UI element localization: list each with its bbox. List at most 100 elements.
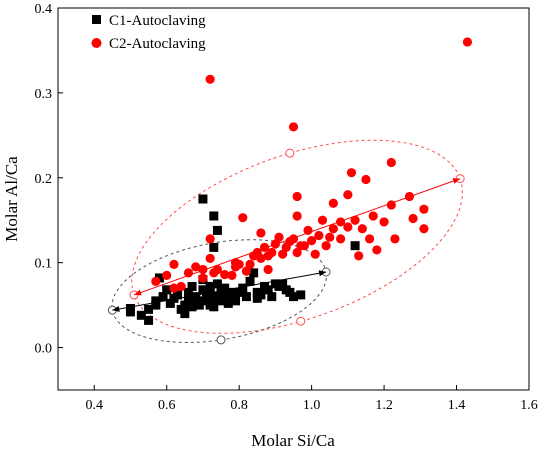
x-tick-label: 1.0 [303,398,321,413]
c2-data-point [205,253,215,264]
x-tick-label: 1.4 [448,398,466,413]
c2-data-point [263,264,273,275]
c1-data-point [144,315,154,325]
c1-data-point [162,285,172,295]
c2-data-point [169,259,179,269]
c2-data-point [317,215,328,225]
x-tick-label: 1.2 [375,398,393,413]
c2-data-point [321,241,331,251]
c2-data-point [404,191,415,202]
legend: C1-Autoclaving C2-Autoclaving [91,13,206,52]
c1-data-point [187,302,197,312]
c2-data-point [292,247,302,258]
c2-data-point [288,122,299,132]
ellipse-vertex-marker [285,148,295,158]
c2-data-point [299,241,309,251]
c2-data-point [336,217,346,227]
c1-data-point [165,298,175,308]
legend-label-c2: C2-Autoclaving [109,36,206,52]
c2-data-point [328,224,338,234]
c1-data-point [241,292,251,302]
c1-data-point [245,276,255,286]
c2-data-point [278,249,288,259]
x-tick-label: 0.8 [230,398,248,413]
c2-data-point [325,232,335,242]
c1-data-point [249,268,259,278]
c1-data-point [267,292,277,302]
c2-data-point [303,225,313,236]
c1-data-point [209,211,219,221]
c2-data-point [364,234,375,244]
c2-data-point [307,235,317,246]
x-tick-label: 0.4 [85,398,103,413]
c2-data-point [288,234,299,244]
c2-data-point [346,168,357,178]
c2-data-point [274,232,284,242]
y-tick-label: 0.2 [35,172,53,187]
x-tick-label: 1.6 [520,398,538,413]
axis-ticks: 0.4 0.6 0.8 1.0 1.2 1.4 1.6 0.0 0.1 0.2 0.3 0.4 [35,2,538,413]
c2-data-point [408,213,418,224]
c1-data-point [183,287,193,297]
c2-data-point [176,281,186,292]
c2-data-point [379,217,389,227]
ellipse-vertex-marker [216,335,226,345]
c2-data-point [336,234,346,244]
c2-data-point [151,276,161,286]
c1-data-point [173,290,183,300]
c2-data-point [259,242,270,252]
c2-data-point [198,273,208,283]
c2-data-point [198,264,208,275]
ellipse-vertex-marker [296,316,306,326]
y-tick-label: 0.1 [35,257,53,272]
c2-data-point [256,228,266,238]
c1-data-point [223,298,233,308]
c2-data-point [227,270,237,280]
c1-data-point [125,304,135,314]
y-tick-label: 0.4 [35,2,53,17]
legend-marker-c1 [92,15,101,24]
c1-data-point [198,194,208,204]
c2-data-point [328,198,338,208]
cluster-ellipses [107,139,465,345]
c2-data-point [191,262,201,272]
data-points [125,37,473,325]
c2-data-point [212,264,223,275]
trend-arrowhead [452,178,461,184]
c1-data-point [187,281,197,291]
c2-data-point [343,222,353,232]
c2-data-point [350,215,360,225]
c1-data-point [144,304,154,314]
y-tick-label: 0.3 [35,87,53,102]
c1-data-point [263,285,273,295]
c2-data-point [310,249,320,259]
c1-data-point [220,283,230,293]
c1-data-point [220,292,230,302]
c1-data-point [183,296,193,306]
trend-arrowhead [112,306,120,312]
c1-data-point [205,281,215,291]
c2-data-point [169,283,179,293]
y-axis-title: Molar Al/Ca [2,156,21,242]
x-axis-title: Molar Si/Ca [251,431,335,450]
plot-frame [57,7,530,391]
c2-data-point [386,200,396,210]
c2-data-point [220,269,230,280]
y-tick-label: 0.0 [35,342,53,357]
c1-data-point [212,225,222,235]
c2-data-point [314,230,324,241]
c2-data-point [390,234,400,244]
c1-data-point [198,285,208,295]
c2-data-point [386,157,396,168]
c2-data-point [256,253,266,264]
c1-data-point [212,279,222,289]
c1-data-point [180,309,190,319]
c1-data-point [231,296,241,306]
trend-arrowhead [318,270,327,277]
c2-data-point [162,270,172,280]
c2-data-point [183,268,194,278]
c2-data-point [205,74,215,84]
c1-data-point [136,310,146,320]
c2-data-point [238,213,248,223]
c1-data-point [238,283,248,293]
